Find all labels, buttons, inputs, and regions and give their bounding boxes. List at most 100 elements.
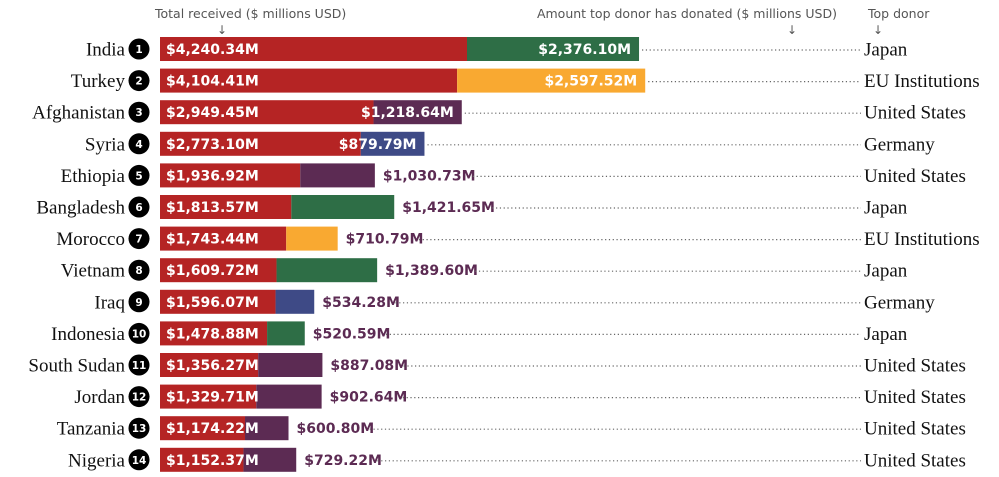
donor-value-label: $879.79M: [339, 137, 417, 153]
rank-badge: [128, 354, 150, 376]
country-label: India: [86, 40, 126, 61]
top-donor-label: United States: [864, 356, 966, 377]
top-donor-label: United States: [864, 103, 966, 124]
total-bar: [160, 131, 361, 156]
country-label: Bangladesh: [36, 198, 125, 219]
top-donor-label: Japan: [864, 324, 908, 345]
rank-number: 14: [132, 455, 147, 467]
donor-bar: [457, 68, 646, 93]
rank-number: 8: [135, 265, 142, 277]
rank-badge: [128, 196, 150, 218]
total-value-label: $1,478.88M: [166, 326, 259, 342]
donor-value-label: $902.64M: [330, 390, 408, 406]
rank-number: 9: [135, 297, 142, 309]
rank-badge: [128, 449, 150, 471]
donor-bar: [256, 384, 322, 409]
total-bar: [160, 353, 259, 377]
total-received-arrow: ↓: [217, 23, 227, 37]
total-value-label: $1,813.57M: [166, 200, 259, 216]
top-donor-label: Japan: [864, 40, 908, 61]
total-value-label: $1,174.22M: [166, 421, 259, 437]
total-bar: [160, 195, 292, 219]
rank-number: 2: [135, 76, 142, 88]
top-donor-label: United States: [864, 387, 966, 408]
chart-row: South Sudan 11 $1,356.27M $887.08M United St…: [28, 353, 966, 377]
donor-bar: [267, 321, 305, 346]
donor-value-label: $887.08M: [330, 358, 408, 374]
top-donor-label: Germany: [864, 292, 935, 313]
donor-bar: [275, 289, 315, 314]
top-donor-label: EU Institutions: [864, 229, 980, 250]
total-bar: [160, 321, 268, 346]
donor-bar: [360, 131, 425, 156]
total-value-label: $1,743.44M: [166, 232, 259, 248]
chart-row: Jordan 12 $1,329.71M $902.64M United States: [74, 384, 966, 409]
rank-badge: [128, 133, 150, 155]
donor-bar: [373, 100, 462, 125]
donor-amount-header: Amount top donor has donated ($ millions…: [537, 6, 837, 21]
rank-badge: [128, 70, 150, 92]
donor-bar: [276, 258, 378, 283]
donor-value-label: $1,030.73M: [383, 168, 476, 184]
country-label: Afghanistan: [32, 103, 125, 124]
total-value-label: $4,240.34M: [166, 42, 259, 58]
country-label: Ethiopia: [61, 166, 126, 187]
total-value-label: $1,329.71M: [166, 390, 259, 406]
total-bar: [160, 289, 276, 314]
country-label: Tanzania: [57, 419, 126, 440]
rank-number: 11: [132, 360, 147, 372]
total-value-label: $2,773.10M: [166, 137, 259, 153]
total-bar: [160, 447, 244, 472]
chart-row: India 1 $4,240.34M $2,376.10M Japan: [86, 37, 908, 61]
total-value-label: $1,596.07M: [166, 295, 259, 311]
donor-value-label: $1,421.65M: [402, 200, 495, 216]
chart-row: Vietnam 8 $1,609.72M $1,389.60M Japan: [61, 258, 908, 283]
donor-bar: [245, 416, 289, 441]
total-value-label: $4,104.41M: [166, 74, 259, 90]
rank-number: 1: [135, 44, 142, 56]
top-donor-label: EU Institutions: [864, 71, 980, 92]
country-label: Vietnam: [61, 261, 126, 282]
total-bar: [160, 384, 257, 409]
rank-number: 3: [135, 107, 142, 119]
chart-row: Morocco 7 $1,743.44M $710.79M EU Institution…: [56, 226, 980, 251]
donor-bar: [467, 37, 640, 61]
donor-value-label: $2,597.52M: [544, 74, 637, 90]
total-bar: [160, 163, 301, 188]
total-bar: [160, 37, 467, 61]
donor-value-label: $710.79M: [346, 232, 424, 248]
chart-row: Nigeria 14 $1,152.37M $729.22M United States: [68, 447, 966, 472]
rank-badge: [128, 228, 150, 250]
chart-row: Indonesia 10 $1,478.88M $520.59M Japan: [51, 321, 908, 346]
top-donor-label: United States: [864, 419, 966, 440]
rank-number: 5: [135, 170, 142, 182]
total-received-header: Total received ($ millions USD): [154, 6, 346, 21]
total-bar: [160, 226, 287, 251]
donor-bar: [258, 353, 323, 377]
country-label: Syria: [85, 134, 126, 155]
chart-row: Bangladesh 6 $1,813.57M $1,421.65M Japan: [36, 195, 908, 219]
donor-amount-arrow: ↓: [787, 23, 797, 37]
chart-row: Syria 4 $2,773.10M $879.79M Germany: [85, 131, 935, 156]
donor-value-label: $534.28M: [322, 295, 400, 311]
total-value-label: $1,609.72M: [166, 263, 259, 279]
top-donor-label: Japan: [864, 198, 908, 219]
chart-row: Iraq 9 $1,596.07M $534.28M Germany: [94, 289, 935, 314]
donor-value-label: $1,218.64M: [361, 105, 454, 121]
total-bar: [160, 68, 458, 93]
rank-badge: [128, 164, 150, 186]
total-value-label: $1,152.37M: [166, 453, 259, 469]
top-donor-label: Japan: [864, 261, 908, 282]
rank-badge: [128, 322, 150, 344]
top-donor-label: United States: [864, 166, 966, 187]
donor-bar: [243, 447, 297, 472]
rank-number: 7: [135, 234, 142, 246]
rank-badge: [128, 291, 150, 313]
top-donor-arrow: ↓: [873, 23, 883, 37]
country-label: Morocco: [56, 229, 125, 250]
chart-row: Turkey 2 $4,104.41M $2,597.52M EU Institutio…: [71, 68, 980, 93]
country-label: Iraq: [94, 292, 125, 313]
donor-value-label: $2,376.10M: [538, 42, 631, 58]
total-value-label: $1,356.27M: [166, 358, 259, 374]
